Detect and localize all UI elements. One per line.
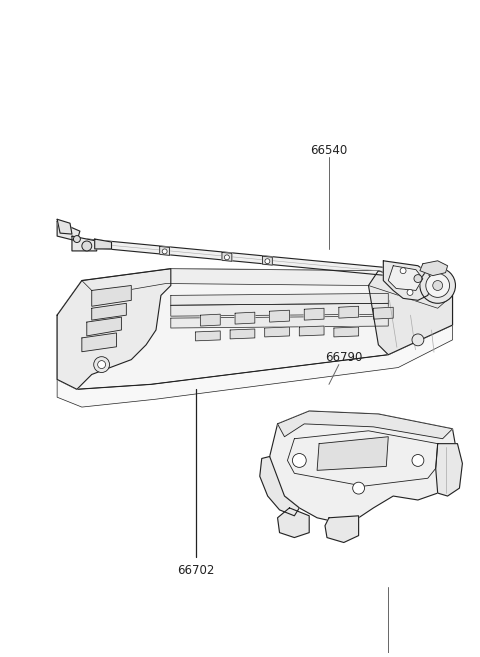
Circle shape [407, 290, 413, 296]
Polygon shape [270, 310, 289, 322]
Polygon shape [95, 239, 111, 249]
Circle shape [426, 274, 450, 298]
Circle shape [63, 225, 71, 233]
Polygon shape [171, 304, 388, 316]
Polygon shape [260, 457, 300, 516]
Text: 66540: 66540 [311, 144, 348, 156]
Polygon shape [82, 269, 453, 308]
Circle shape [265, 259, 270, 263]
Circle shape [73, 236, 80, 242]
Polygon shape [369, 271, 453, 355]
Polygon shape [222, 252, 232, 261]
Circle shape [353, 482, 364, 494]
Polygon shape [420, 261, 447, 276]
Polygon shape [57, 269, 171, 390]
Text: 66702: 66702 [177, 564, 214, 577]
Text: 66790: 66790 [325, 351, 362, 364]
Polygon shape [304, 308, 324, 320]
Polygon shape [160, 246, 169, 256]
Polygon shape [436, 443, 462, 496]
Polygon shape [171, 294, 388, 306]
Polygon shape [57, 269, 453, 390]
Polygon shape [230, 329, 255, 339]
Polygon shape [92, 286, 131, 306]
Polygon shape [82, 333, 117, 351]
Polygon shape [300, 326, 324, 336]
Polygon shape [277, 508, 309, 537]
Circle shape [82, 241, 92, 251]
Polygon shape [317, 437, 388, 470]
Circle shape [292, 453, 306, 467]
Polygon shape [288, 431, 438, 486]
Polygon shape [263, 256, 272, 265]
Polygon shape [92, 304, 126, 320]
Polygon shape [270, 411, 457, 523]
Polygon shape [373, 307, 393, 319]
Polygon shape [235, 312, 255, 324]
Circle shape [412, 334, 424, 346]
Polygon shape [195, 331, 220, 341]
Polygon shape [57, 219, 72, 234]
Polygon shape [339, 306, 359, 318]
Circle shape [94, 357, 109, 373]
Circle shape [97, 361, 106, 369]
Polygon shape [201, 314, 220, 326]
Polygon shape [334, 327, 359, 337]
Polygon shape [57, 325, 453, 407]
Polygon shape [277, 411, 453, 439]
Circle shape [225, 255, 229, 260]
Circle shape [420, 267, 456, 304]
Circle shape [400, 267, 406, 274]
Circle shape [414, 275, 422, 283]
Polygon shape [384, 261, 433, 300]
Circle shape [162, 249, 167, 254]
Circle shape [433, 281, 443, 290]
Polygon shape [57, 221, 80, 241]
Polygon shape [388, 265, 423, 290]
Circle shape [412, 455, 424, 466]
Polygon shape [72, 236, 96, 251]
Polygon shape [325, 516, 359, 543]
Polygon shape [171, 316, 388, 328]
Polygon shape [264, 327, 289, 337]
Polygon shape [87, 317, 121, 336]
Polygon shape [86, 239, 398, 277]
